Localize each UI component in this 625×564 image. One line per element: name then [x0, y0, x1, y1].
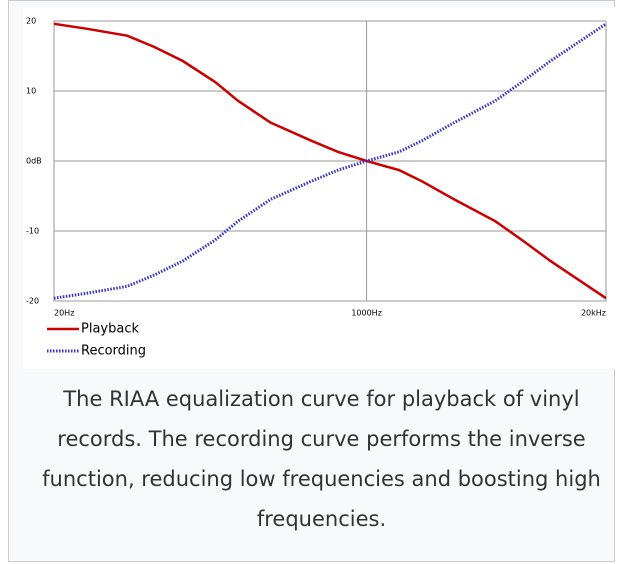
y-tick-label: 10	[26, 87, 36, 96]
series-line	[53, 22, 607, 300]
x-tick-label: 1000Hz	[351, 309, 382, 318]
series-line	[53, 22, 607, 300]
caption: The RIAA equalization curve for playback…	[42, 387, 601, 531]
legend-label: Playback	[81, 322, 139, 337]
y-tick-label: -20	[26, 297, 39, 306]
legend-label: Recording	[81, 344, 146, 359]
y-tick-label: 0dB	[26, 157, 42, 166]
figure-frame: -20 -10 0dB 10 20 20Hz 1000Hz 20kHz Playback Reco…	[8, 0, 620, 562]
chart: -20 -10 0dB 10 20 20Hz 1000Hz 20kHz Playback Reco…	[23, 7, 620, 369]
chart-background	[23, 7, 620, 369]
y-tick-label: 20	[26, 17, 36, 26]
x-tick-label: 20Hz	[54, 309, 74, 318]
x-tick-label: 20kHz	[581, 309, 606, 318]
plot-border	[53, 20, 607, 302]
y-tick-label: -10	[26, 227, 39, 236]
